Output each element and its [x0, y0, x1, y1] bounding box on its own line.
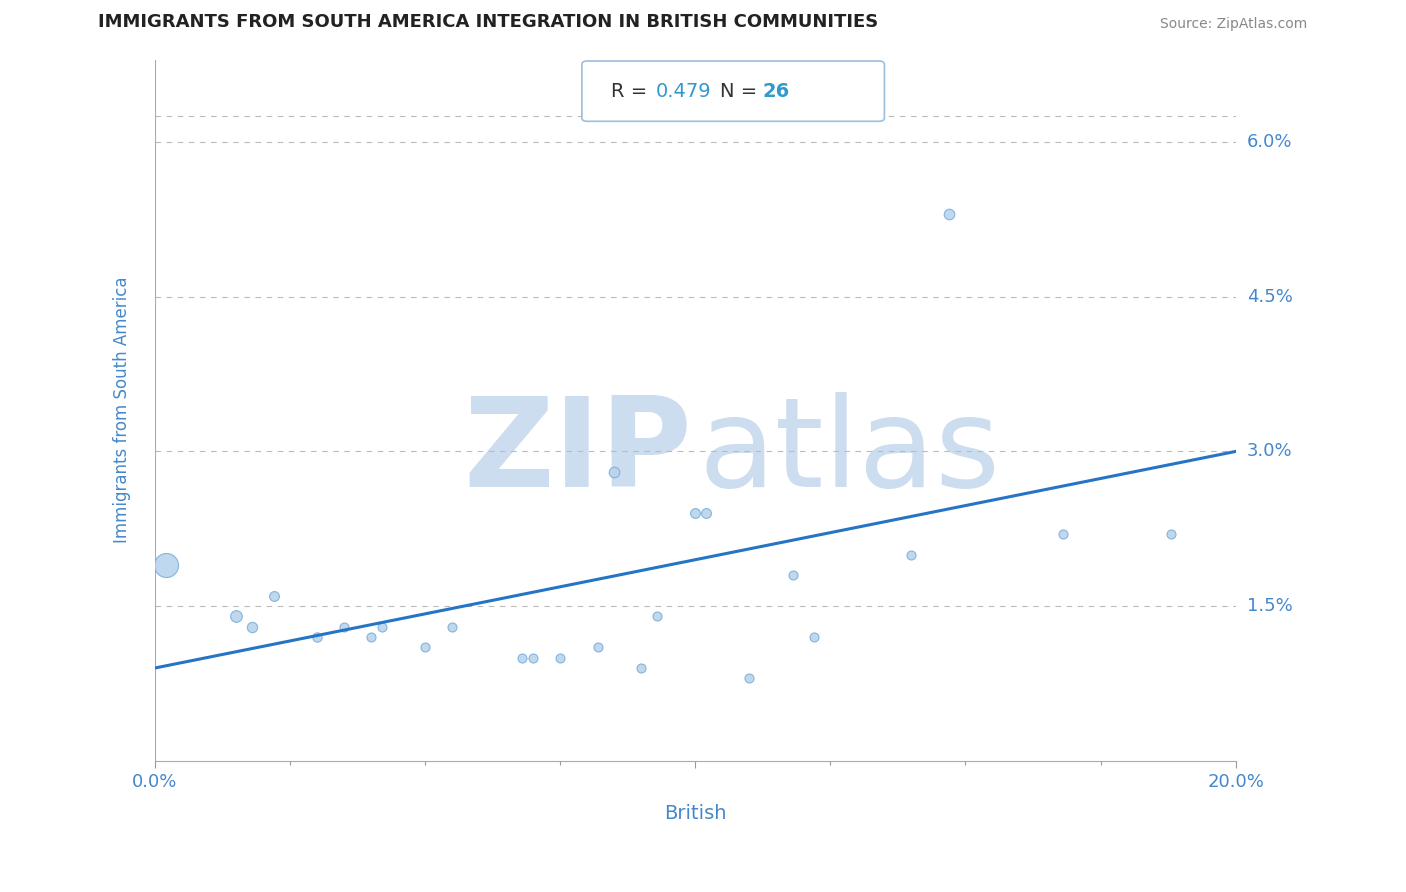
- Point: [522, 650, 544, 665]
- Point: [307, 630, 329, 644]
- Text: 26: 26: [762, 82, 790, 101]
- Point: [225, 609, 247, 624]
- Point: [647, 609, 669, 624]
- Text: Source: ZipAtlas.com: Source: ZipAtlas.com: [1160, 17, 1308, 31]
- Point: [695, 506, 717, 520]
- Point: [333, 620, 356, 634]
- Point: [900, 548, 922, 562]
- FancyBboxPatch shape: [582, 61, 884, 121]
- Y-axis label: Immigrants from South America: Immigrants from South America: [114, 277, 131, 543]
- Text: 0.479: 0.479: [655, 82, 711, 101]
- Point: [1160, 527, 1182, 541]
- Text: atlas: atlas: [699, 392, 1001, 513]
- Text: 1.5%: 1.5%: [1247, 597, 1292, 615]
- Point: [413, 640, 436, 655]
- Point: [240, 620, 263, 634]
- Text: N =: N =: [720, 82, 763, 101]
- Point: [263, 589, 285, 603]
- Point: [586, 640, 609, 655]
- Point: [441, 620, 464, 634]
- Point: [155, 558, 177, 572]
- Point: [548, 650, 571, 665]
- Text: R =: R =: [612, 82, 654, 101]
- Point: [1052, 527, 1074, 541]
- Point: [782, 568, 804, 582]
- Text: ZIP: ZIP: [464, 392, 692, 513]
- Point: [603, 465, 626, 479]
- X-axis label: British: British: [664, 805, 727, 823]
- Point: [938, 207, 960, 221]
- Point: [371, 620, 394, 634]
- Point: [685, 506, 707, 520]
- Text: 6.0%: 6.0%: [1247, 133, 1292, 151]
- Point: [803, 630, 825, 644]
- Text: 4.5%: 4.5%: [1247, 288, 1292, 306]
- Text: IMMIGRANTS FROM SOUTH AMERICA INTEGRATION IN BRITISH COMMUNITIES: IMMIGRANTS FROM SOUTH AMERICA INTEGRATIO…: [98, 13, 879, 31]
- Point: [512, 650, 534, 665]
- Point: [738, 671, 761, 685]
- Point: [360, 630, 382, 644]
- Point: [630, 661, 652, 675]
- Text: 3.0%: 3.0%: [1247, 442, 1292, 460]
